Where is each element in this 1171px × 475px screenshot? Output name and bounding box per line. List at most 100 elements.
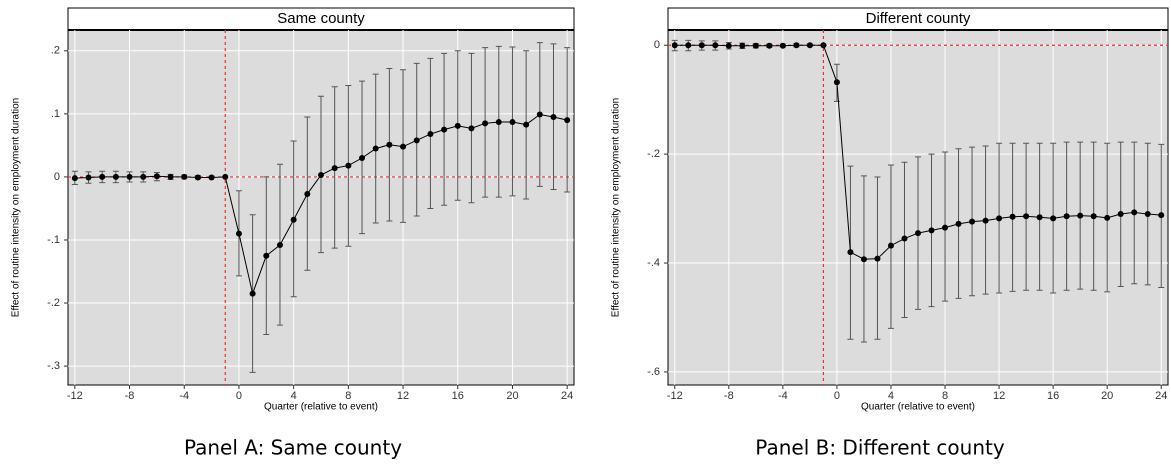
y-tick-label: 0 (654, 39, 660, 51)
panel-caption: Panel B: Different county (755, 436, 1005, 460)
point (318, 172, 324, 179)
point (1131, 209, 1138, 216)
point (874, 255, 881, 262)
x-tick-label: 16 (1047, 390, 1059, 402)
point (181, 173, 188, 180)
point (359, 155, 366, 162)
point (427, 131, 434, 138)
point (860, 256, 867, 263)
point (564, 117, 571, 124)
point (847, 249, 854, 256)
point (671, 42, 678, 49)
point (739, 42, 746, 49)
point (153, 173, 160, 180)
point (235, 230, 242, 237)
x-axis-label: Quarter (relative to event) (264, 402, 378, 413)
x-tick-label: -12 (667, 390, 683, 402)
y-tick-label: 0 (54, 171, 60, 183)
point (386, 141, 393, 148)
x-tick-label: 20 (506, 390, 518, 402)
point (698, 42, 705, 49)
panel-caption: Panel A: Same county (184, 436, 402, 460)
point (1144, 211, 1151, 218)
x-tick-label: 24 (561, 390, 573, 402)
point (536, 111, 543, 118)
point (400, 143, 407, 150)
y-tick-label: -.2 (647, 148, 660, 160)
point (249, 290, 256, 297)
point (887, 242, 894, 249)
point (942, 224, 949, 231)
point (806, 42, 813, 49)
y-tick-label: -.6 (647, 366, 660, 378)
panel-title: Different county (866, 10, 971, 27)
point (955, 220, 962, 227)
x-tick-label: 16 (452, 390, 464, 402)
x-tick-label: 24 (1155, 390, 1167, 402)
point (1009, 213, 1016, 220)
point (1023, 213, 1030, 220)
x-tick-label: 12 (397, 390, 409, 402)
point (126, 173, 133, 180)
point (331, 165, 338, 172)
x-tick-label: -12 (67, 390, 83, 402)
x-tick-label: -4 (179, 390, 189, 402)
point (725, 42, 732, 49)
y-tick-label: -.3 (47, 360, 60, 372)
point (194, 174, 201, 181)
point (901, 235, 908, 242)
point (304, 190, 311, 197)
point (441, 126, 448, 133)
x-tick-label: 8 (942, 390, 948, 402)
y-axis-label: Effect of routine intensity on employmen… (611, 98, 622, 317)
point (996, 215, 1003, 222)
point (752, 42, 759, 49)
point (969, 218, 976, 225)
point (1117, 211, 1124, 218)
point (71, 175, 78, 182)
point (1090, 213, 1097, 220)
point (550, 114, 557, 121)
point (685, 42, 692, 49)
x-tick-label: 8 (345, 390, 351, 402)
x-tick-label: 0 (834, 390, 840, 402)
point (712, 42, 719, 49)
point (208, 174, 215, 181)
y-tick-label: .2 (51, 45, 60, 57)
y-tick-label: -.2 (47, 297, 60, 309)
point (833, 79, 840, 86)
point (495, 119, 502, 126)
point (413, 137, 420, 144)
point (85, 174, 92, 181)
point (1077, 212, 1084, 219)
point (112, 173, 119, 180)
point (482, 120, 489, 127)
point (290, 216, 297, 223)
point (222, 173, 229, 180)
point (468, 125, 475, 132)
point (523, 121, 530, 128)
point (820, 42, 827, 49)
x-tick-label: -4 (778, 390, 788, 402)
point (99, 173, 106, 180)
point (928, 227, 935, 234)
x-tick-label: 4 (888, 390, 894, 402)
point (793, 42, 800, 49)
y-tick-label: -.4 (647, 257, 660, 269)
point (372, 145, 379, 152)
point (1063, 213, 1070, 220)
point (167, 173, 174, 180)
x-tick-label: 0 (236, 390, 242, 402)
point (982, 217, 989, 224)
panel-title: Same county (277, 10, 365, 27)
y-axis-label: Effect of routine intensity on employmen… (11, 98, 22, 317)
x-axis-label: Quarter (relative to event) (861, 402, 975, 413)
point (345, 162, 352, 169)
y-tick-label: .1 (51, 108, 60, 120)
point (454, 122, 461, 129)
point (1050, 215, 1057, 222)
point (915, 230, 921, 237)
point (509, 119, 516, 126)
